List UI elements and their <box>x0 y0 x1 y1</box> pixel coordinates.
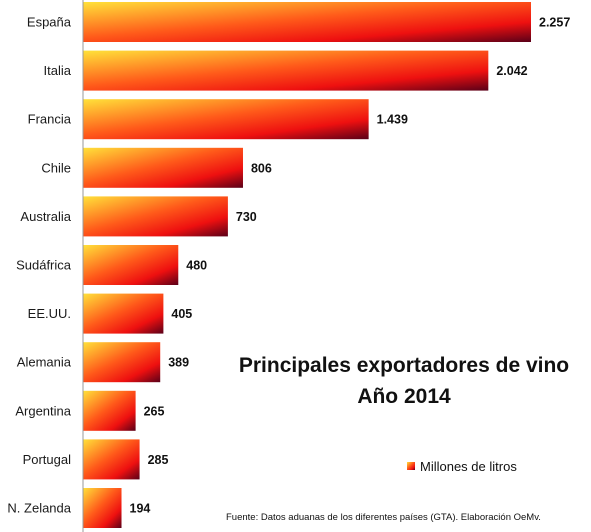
value-label: 389 <box>168 356 189 370</box>
value-label: 285 <box>148 453 169 467</box>
value-label: 2.257 <box>539 16 570 30</box>
bar-n-zelanda <box>83 488 122 528</box>
legend: Millones de litros <box>407 459 517 474</box>
chart-title-line-1: Principales exportadores de vino <box>239 354 569 377</box>
bar-portugal <box>83 439 140 480</box>
bar-sudáfrica <box>83 245 179 285</box>
category-label: Australia <box>20 209 71 224</box>
value-label: 1.439 <box>377 113 408 127</box>
bar-francia <box>83 99 369 140</box>
bar-alemania <box>83 342 161 383</box>
bar-australia <box>83 196 228 237</box>
value-labels: 2.257 2.042 1.439 806 730 480 405 389 265 285 194 <box>130 16 571 516</box>
category-label: Alemania <box>17 355 72 370</box>
value-label: 265 <box>144 404 165 418</box>
value-label: 194 <box>130 502 151 516</box>
legend-label: Millones de litros <box>420 459 517 474</box>
category-label: Argentina <box>15 403 71 418</box>
source-note: Fuente: Datos aduanas de los diferentes … <box>226 512 541 523</box>
bar-argentina <box>83 390 136 431</box>
bar-italia <box>83 50 489 91</box>
value-label: 2.042 <box>496 64 527 78</box>
bar-ee-uu- <box>83 293 164 334</box>
category-labels: España Italia Francia Chile Australia Sudáfri… <box>7 15 71 516</box>
chart-title-line-2: Año 2014 <box>357 385 451 408</box>
value-label: 480 <box>186 259 207 273</box>
category-label: Francia <box>28 112 72 127</box>
value-label: 405 <box>171 307 192 321</box>
category-label: Sudáfrica <box>16 258 72 273</box>
bar-españa <box>83 2 531 42</box>
value-label: 730 <box>236 210 257 224</box>
category-label: España <box>27 15 72 30</box>
bars-group <box>83 2 531 528</box>
legend-swatch <box>407 462 415 470</box>
bar-chile <box>83 147 243 188</box>
category-label: EE.UU. <box>28 306 71 321</box>
category-label: Italia <box>44 63 72 78</box>
category-label: Portugal <box>23 452 72 467</box>
value-label: 806 <box>251 161 272 175</box>
category-label: N. Zelanda <box>7 501 71 516</box>
category-label: Chile <box>41 160 71 175</box>
